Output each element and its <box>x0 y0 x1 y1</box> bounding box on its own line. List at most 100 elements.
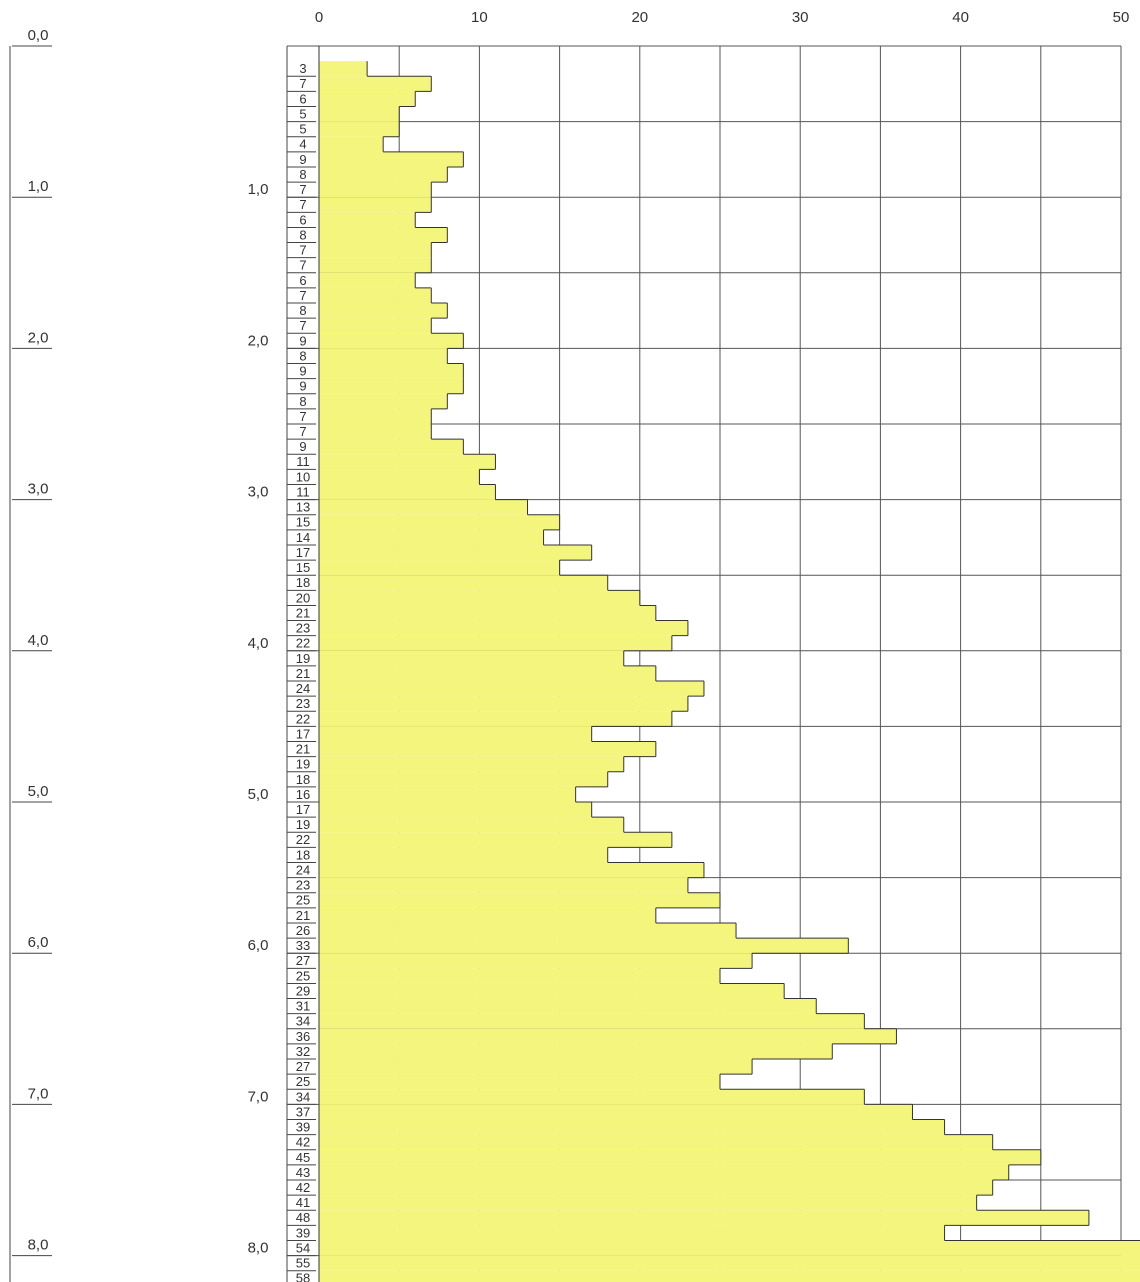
bar <box>319 862 704 878</box>
x-tick-label: 30 <box>792 9 809 26</box>
bar <box>319 272 416 288</box>
data-label: 39 <box>296 1120 310 1135</box>
data-label: 9 <box>299 333 306 348</box>
data-label: 19 <box>296 817 310 832</box>
bar <box>319 1270 1140 1282</box>
data-label: 27 <box>296 1059 310 1074</box>
data-label: 18 <box>296 847 310 862</box>
data-label: 11 <box>296 484 310 499</box>
bar <box>319 484 496 500</box>
data-label: 7 <box>299 243 306 258</box>
bar <box>319 1059 753 1075</box>
data-label: 5 <box>299 122 306 137</box>
data-label: 8 <box>299 303 306 318</box>
x-tick-label: 40 <box>952 9 969 26</box>
data-label: 21 <box>296 908 310 923</box>
data-label: 8 <box>299 167 306 182</box>
bar <box>319 983 785 999</box>
data-label: 22 <box>296 711 310 726</box>
x-tick-label: 20 <box>631 9 648 26</box>
data-label: 21 <box>296 742 310 757</box>
data-label: 41 <box>296 1195 310 1210</box>
bar <box>319 756 624 772</box>
data-label: 9 <box>299 379 306 394</box>
depth-scale-label: 8,0 <box>28 1237 49 1254</box>
bar <box>319 650 624 666</box>
data-label: 17 <box>296 726 310 741</box>
bar <box>319 1119 945 1135</box>
data-label: 7 <box>299 76 306 91</box>
data-label: 9 <box>299 152 306 167</box>
data-label: 17 <box>296 545 310 560</box>
bar <box>319 408 432 424</box>
bar <box>319 212 416 228</box>
bar <box>319 529 544 545</box>
data-label: 23 <box>296 878 310 893</box>
data-label: 7 <box>299 424 306 439</box>
bar <box>319 91 416 107</box>
data-label: 43 <box>296 1165 310 1180</box>
data-label: 45 <box>296 1150 310 1165</box>
bar <box>319 333 464 349</box>
y-tick-label: 7,0 <box>248 1088 269 1105</box>
data-label: 34 <box>296 1089 310 1104</box>
bar <box>319 832 672 848</box>
data-label: 22 <box>296 832 310 847</box>
bar <box>319 817 624 833</box>
data-label: 7 <box>299 197 306 212</box>
data-label: 8 <box>299 348 306 363</box>
bar <box>319 151 464 167</box>
bar <box>319 998 817 1014</box>
depth-scale-label: 0,0 <box>28 27 49 44</box>
bar <box>319 635 672 651</box>
data-label: 6 <box>299 212 306 227</box>
data-label: 54 <box>296 1240 310 1255</box>
data-label: 7 <box>299 288 306 303</box>
bar <box>319 605 656 621</box>
bar <box>319 303 448 319</box>
data-label: 58 <box>296 1271 310 1282</box>
data-label: 21 <box>296 605 310 620</box>
bar <box>319 681 704 697</box>
x-tick-label: 0 <box>315 9 323 26</box>
bar <box>319 544 592 561</box>
bar <box>319 439 464 455</box>
data-label: 37 <box>296 1104 310 1119</box>
bar <box>319 1074 720 1090</box>
bar <box>319 1134 993 1150</box>
bar <box>319 182 432 198</box>
bar <box>319 61 368 77</box>
bar <box>319 786 576 802</box>
data-label: 14 <box>296 530 310 545</box>
bar <box>319 348 448 364</box>
data-label: 27 <box>296 953 310 968</box>
bar <box>319 560 560 576</box>
depth-scale-label: 5,0 <box>28 783 49 800</box>
bar <box>319 1104 913 1120</box>
data-label: 16 <box>296 787 310 802</box>
data-label: 6 <box>299 273 306 288</box>
data-label: 22 <box>296 636 310 651</box>
y-tick-label: 6,0 <box>248 937 269 954</box>
bar <box>319 227 448 243</box>
data-label: 15 <box>296 560 310 575</box>
bar <box>319 741 656 757</box>
data-label: 21 <box>296 666 310 681</box>
data-label: 7 <box>299 409 306 424</box>
bar <box>319 393 448 409</box>
data-label: 20 <box>296 590 310 605</box>
data-label: 23 <box>296 696 310 711</box>
bar <box>319 121 400 137</box>
depth-scale-label: 3,0 <box>28 481 49 498</box>
data-label: 42 <box>296 1180 310 1195</box>
bar <box>319 575 608 591</box>
data-label: 42 <box>296 1135 310 1150</box>
bar <box>319 590 640 606</box>
bar <box>319 1149 1041 1165</box>
data-label: 32 <box>296 1044 310 1059</box>
data-label: 29 <box>296 983 310 998</box>
data-label: 3 <box>299 61 306 76</box>
bar <box>319 922 737 939</box>
bar <box>319 620 688 636</box>
data-label: 17 <box>296 802 310 817</box>
